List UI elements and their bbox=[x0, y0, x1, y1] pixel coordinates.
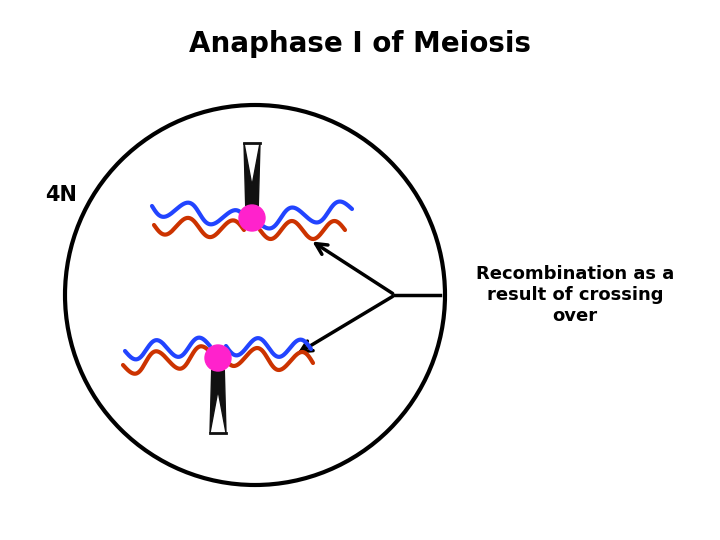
Polygon shape bbox=[212, 357, 226, 433]
Polygon shape bbox=[246, 143, 260, 219]
Text: Anaphase I of Meiosis: Anaphase I of Meiosis bbox=[189, 30, 531, 58]
Polygon shape bbox=[244, 143, 258, 219]
Circle shape bbox=[239, 205, 265, 231]
Text: 4N: 4N bbox=[45, 185, 77, 205]
Circle shape bbox=[205, 345, 231, 371]
Text: Recombination as a
result of crossing
over: Recombination as a result of crossing ov… bbox=[476, 265, 674, 325]
Polygon shape bbox=[210, 357, 224, 433]
